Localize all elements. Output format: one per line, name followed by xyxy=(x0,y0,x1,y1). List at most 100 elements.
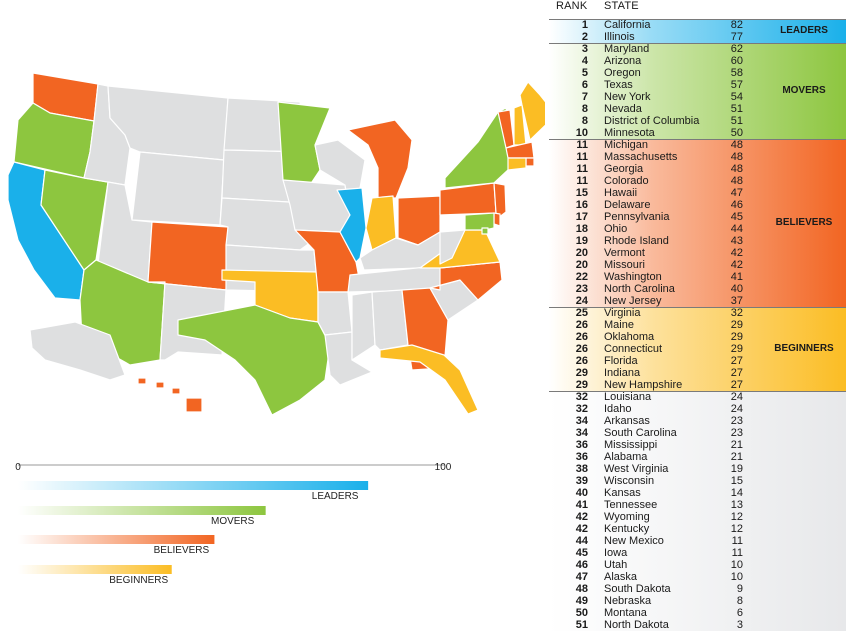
group-label-leaders: LEADERS xyxy=(780,25,828,36)
rank-cell: 11 xyxy=(576,163,588,175)
score-cell: 42 xyxy=(730,247,743,259)
rank-cell: 7 xyxy=(581,91,588,103)
table-row: 3 Maryland 62 xyxy=(549,43,846,55)
rank-cell: 40 xyxy=(575,487,588,499)
table-row: 16 Delaware 46 xyxy=(549,199,846,211)
table-row: 6 Texas 57 xyxy=(549,79,846,91)
score-cell: 29 xyxy=(730,319,743,331)
table-row: 5 Oregon 58 xyxy=(549,67,846,79)
table-row: 25 Virginia 32 xyxy=(549,307,846,319)
state-cell: Vermont xyxy=(604,247,645,259)
rank-cell: 34 xyxy=(575,415,588,427)
rank-cell: 26 xyxy=(575,319,588,331)
score-cell: 45 xyxy=(730,211,743,223)
rank-cell: 8 xyxy=(581,115,588,127)
table-row: 36 Alabama 21 xyxy=(549,451,846,463)
state-cell: Oregon xyxy=(604,67,641,79)
state-cell: Hawaii xyxy=(604,187,638,199)
rank-cell: 32 xyxy=(575,403,588,415)
rank-cell: 20 xyxy=(575,259,588,271)
state-cell: Alaska xyxy=(604,571,638,583)
rank-cell: 32 xyxy=(575,391,588,403)
table-row: 42 Wyoming 12 xyxy=(549,511,846,523)
rank-cell: 50 xyxy=(575,607,588,619)
map-state-rhode-island xyxy=(525,157,535,167)
state-cell: New Hampshire xyxy=(604,379,683,391)
band-believers xyxy=(549,139,846,307)
table-row: 47 Alaska 10 xyxy=(549,571,846,583)
state-cell: Tennessee xyxy=(604,499,658,511)
score-cell: 46 xyxy=(730,199,743,211)
rank-cell: 29 xyxy=(575,379,588,391)
table-row: 42 Kentucky 12 xyxy=(549,523,846,535)
state-cell: Louisiana xyxy=(604,391,652,403)
score-cell: 3 xyxy=(736,619,743,631)
table-row: 8 District of Columbia 51 xyxy=(549,115,846,127)
table-row: 36 Mississippi 21 xyxy=(549,439,846,451)
state-cell: Indiana xyxy=(604,367,641,379)
score-cell: 8 xyxy=(736,595,743,607)
rank-cell: 26 xyxy=(575,331,588,343)
table-row: 39 Wisconsin 15 xyxy=(549,475,846,487)
band-beginners xyxy=(549,307,846,391)
rank-cell: 8 xyxy=(581,103,588,115)
score-cell: 77 xyxy=(730,31,743,43)
rank-cell: 19 xyxy=(575,235,588,247)
rank-cell: 44 xyxy=(575,535,588,547)
band-unranked xyxy=(549,391,846,631)
score-cell: 27 xyxy=(730,355,743,367)
score-cell: 29 xyxy=(730,331,743,343)
state-cell: Montana xyxy=(604,607,647,619)
table-row: 20 Vermont 42 xyxy=(549,247,846,259)
score-cell: 51 xyxy=(730,115,743,127)
state-cell: North Carolina xyxy=(604,283,675,295)
rank-cell: 6 xyxy=(581,79,588,91)
table-row: 23 North Carolina 40 xyxy=(549,283,846,295)
score-cell: 50 xyxy=(730,127,743,139)
rank-cell: 25 xyxy=(575,307,588,319)
rank-cell: 45 xyxy=(575,547,588,559)
rank-cell: 42 xyxy=(575,523,588,535)
state-cell: California xyxy=(604,19,651,31)
scale-bar-movers xyxy=(18,506,266,515)
state-cell: Oklahoma xyxy=(604,331,655,343)
score-cell: 51 xyxy=(730,103,743,115)
map-state-north-carolina xyxy=(429,261,503,301)
table-row: 24 New Jersey 37 xyxy=(549,295,846,307)
table-row: 11 Michigan 48 xyxy=(549,139,846,151)
score-cell: 32 xyxy=(730,307,743,319)
state-cell: Iowa xyxy=(604,547,628,559)
table-row: 11 Colorado 48 xyxy=(549,175,846,187)
score-cell: 54 xyxy=(730,91,743,103)
group-separator xyxy=(549,19,846,20)
state-cell: Georgia xyxy=(604,163,644,175)
score-cell: 21 xyxy=(730,451,743,463)
table-row: 10 Minnesota 50 xyxy=(549,127,846,139)
map-state-new-jersey xyxy=(493,182,507,219)
score-cell: 47 xyxy=(730,187,743,199)
state-cell: Delaware xyxy=(604,199,651,211)
state-cell: Wyoming xyxy=(604,511,650,523)
table-row: 49 Nebraska 8 xyxy=(549,595,846,607)
score-cell: 48 xyxy=(730,163,743,175)
score-cell: 27 xyxy=(730,379,743,391)
table-row: 26 Maine 29 xyxy=(549,319,846,331)
state-cell: Nevada xyxy=(604,103,642,115)
map-state-maine xyxy=(519,81,545,141)
state-cell: New Mexico xyxy=(604,535,664,547)
score-scale-bars: 0 100 LEADERS MOVERS BELIEVERS BEGINNERS xyxy=(15,462,452,586)
rank-cell: 15 xyxy=(575,187,588,199)
score-cell: 21 xyxy=(730,439,743,451)
rank-cell: 11 xyxy=(576,139,588,151)
table-row: 51 North Dakota 3 xyxy=(549,619,846,631)
rank-cell: 48 xyxy=(575,583,588,595)
table-row: 44 New Mexico 11 xyxy=(549,535,846,547)
state-cell: Connecticut xyxy=(604,343,663,355)
map-state-illinois xyxy=(336,187,367,263)
rank-cell: 1 xyxy=(581,19,588,31)
state-cell: Wisconsin xyxy=(604,475,655,487)
state-cell: Michigan xyxy=(604,139,649,151)
state-cell: Ohio xyxy=(604,223,628,235)
scale-max-label: 100 xyxy=(435,462,452,473)
score-cell: 62 xyxy=(730,43,743,55)
